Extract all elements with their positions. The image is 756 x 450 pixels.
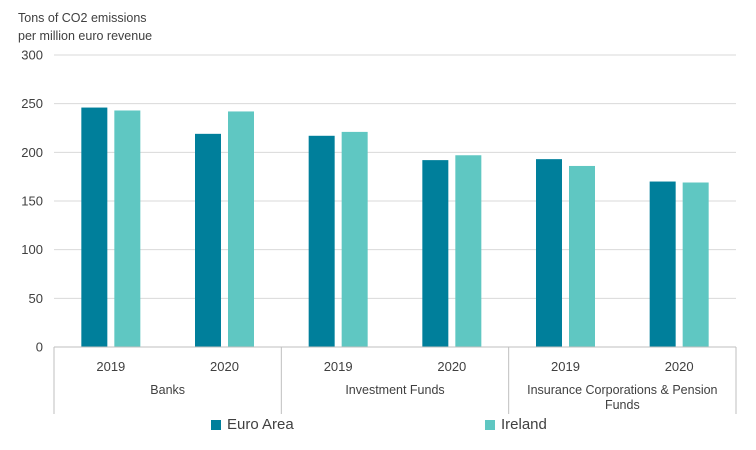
x-tick-label: 2019 xyxy=(551,359,580,374)
bar-ireland xyxy=(114,110,141,347)
bar-ireland xyxy=(228,111,254,347)
bar-euro-area xyxy=(81,107,108,347)
bar-euro-area xyxy=(536,159,562,347)
x-tick-label: 2020 xyxy=(210,359,239,374)
y-tick-label: 200 xyxy=(21,145,43,160)
y-tick-label: 50 xyxy=(29,291,43,306)
group-label: Funds xyxy=(605,398,640,412)
bar-ireland xyxy=(341,131,368,347)
y-axis-ticks: 0 50 100 150 200 250 300 xyxy=(21,48,43,355)
bar-euro-area xyxy=(195,133,221,347)
bar-ireland xyxy=(569,165,595,347)
gridlines xyxy=(54,54,736,299)
bar-euro-area xyxy=(308,135,335,347)
x-tick-label: 2020 xyxy=(437,359,466,374)
bar-ireland xyxy=(682,182,709,347)
legend-swatch-euro-area xyxy=(211,419,221,430)
legend: Euro Area Ireland xyxy=(0,416,756,438)
legend-label-euro-area: Euro Area xyxy=(227,416,294,433)
legend-label-ireland: Ireland xyxy=(501,416,547,433)
legend-item-ireland: Ireland xyxy=(485,416,547,433)
y-tick-label: 300 xyxy=(21,48,43,63)
x-axis: 2019 2020 Banks 2019 2020 Investment Funds 201… xyxy=(53,346,737,414)
x-tick-label: 2019 xyxy=(96,359,125,374)
group-label: Investment Funds xyxy=(345,383,444,397)
group-label: Banks xyxy=(150,383,185,397)
y-axis-label-line-2: per million euro revenue xyxy=(18,29,152,43)
y-tick-label: 150 xyxy=(21,194,43,209)
x-tick-label: 2019 xyxy=(324,359,353,374)
bar-ireland xyxy=(455,155,482,347)
group-label: Insurance Corporations & Pension xyxy=(527,383,717,397)
y-tick-label: 0 xyxy=(36,340,43,355)
y-axis-label-line-1: Tons of CO2 emissions xyxy=(18,11,147,25)
x-tick-label: 2020 xyxy=(665,359,694,374)
bars xyxy=(81,107,709,347)
y-tick-label: 250 xyxy=(21,96,43,111)
legend-swatch-ireland xyxy=(485,419,495,430)
bar-euro-area xyxy=(422,160,449,347)
bar-euro-area xyxy=(649,181,676,347)
y-tick-label: 100 xyxy=(21,242,43,257)
legend-item-euro-area: Euro Area xyxy=(211,416,294,433)
chart: Tons of CO2 emissions per million euro r… xyxy=(18,11,737,414)
